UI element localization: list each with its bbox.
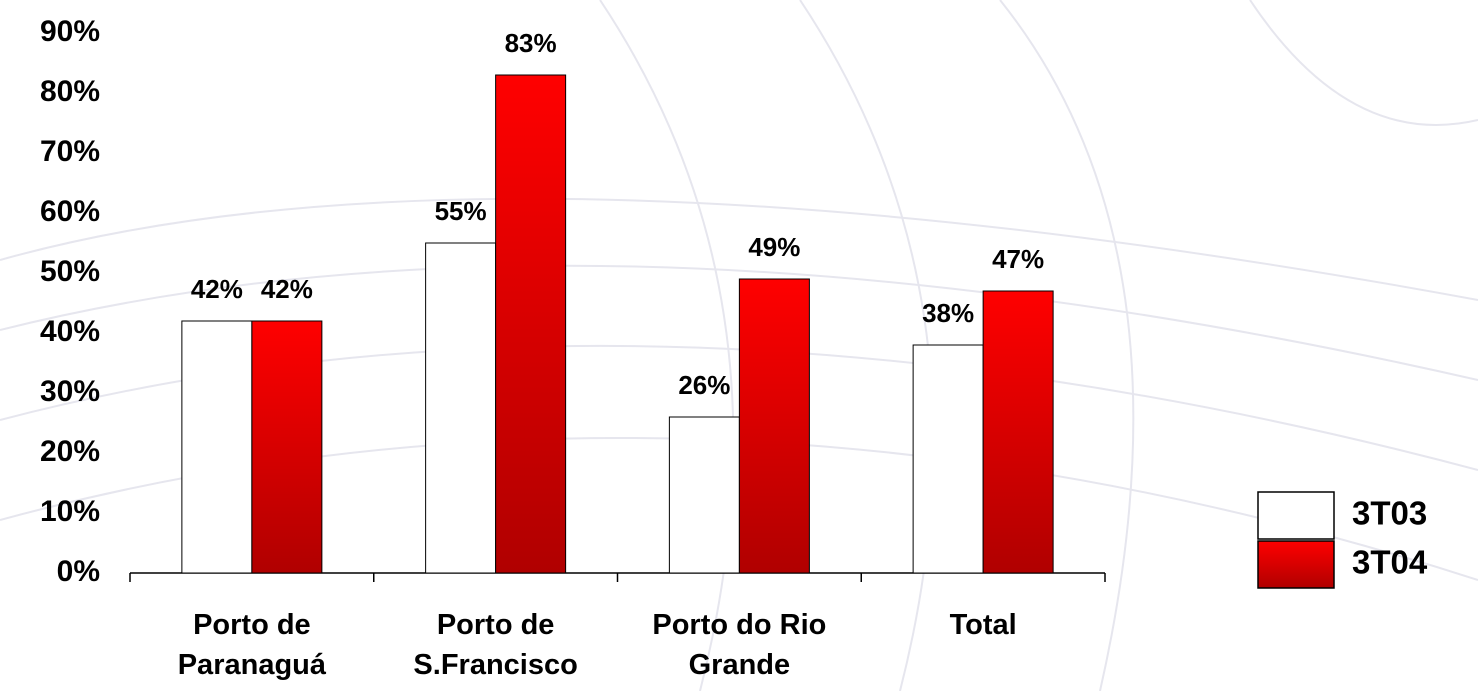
data-label: 55% — [435, 196, 487, 226]
bar — [251, 320, 323, 574]
bar — [982, 290, 1054, 574]
y-tick-label: 20% — [40, 435, 100, 468]
x-tick-label: Porto do Rio Grande — [652, 609, 827, 681]
bar — [425, 242, 497, 574]
data-label: 47% — [992, 244, 1044, 274]
x-tick-label: Total — [949, 609, 1017, 641]
data-label: 42% — [191, 274, 243, 304]
legend-swatch — [1257, 491, 1335, 540]
data-label: 83% — [505, 28, 557, 58]
data-label: 38% — [922, 298, 974, 328]
legend-swatch — [1257, 540, 1335, 589]
y-tick-label: 80% — [40, 75, 100, 108]
x-tick-label: Porto de S.Francisco — [413, 609, 578, 681]
data-label: 49% — [748, 232, 800, 262]
y-tick-label: 0% — [57, 555, 100, 588]
y-tick-label: 90% — [40, 15, 100, 48]
y-tick-label: 50% — [40, 255, 100, 288]
data-label: 26% — [678, 370, 730, 400]
bar — [181, 320, 253, 574]
bar — [912, 344, 984, 574]
y-tick-label: 40% — [40, 315, 100, 348]
legend-label: 3T04 — [1352, 544, 1428, 581]
bar — [495, 74, 567, 574]
bar — [738, 278, 810, 574]
x-tick-label: Porto de Paranaguá — [177, 609, 327, 681]
legend-label: 3T03 — [1352, 495, 1427, 532]
y-tick-label: 70% — [40, 135, 100, 168]
y-tick-label: 30% — [40, 375, 100, 408]
y-tick-label: 10% — [40, 495, 100, 528]
bar — [668, 416, 740, 574]
data-label: 42% — [261, 274, 313, 304]
y-tick-label: 60% — [40, 195, 100, 228]
